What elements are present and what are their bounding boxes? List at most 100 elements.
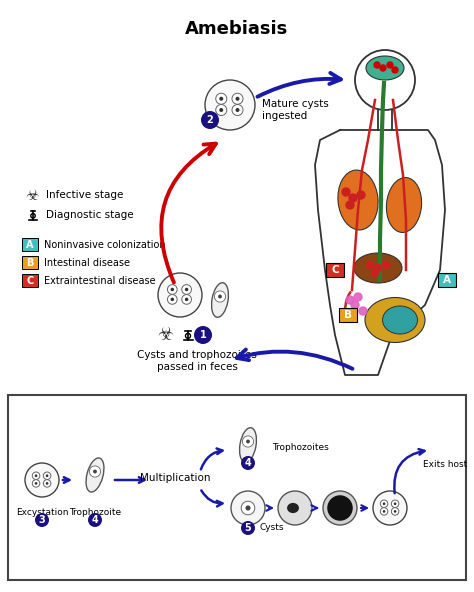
Ellipse shape	[86, 458, 104, 492]
FancyArrowPatch shape	[257, 73, 341, 96]
Circle shape	[43, 472, 51, 480]
Circle shape	[46, 474, 48, 477]
Text: ☣: ☣	[157, 326, 173, 344]
Text: Mature cysts
ingested: Mature cysts ingested	[262, 99, 329, 121]
Ellipse shape	[211, 283, 228, 317]
Circle shape	[236, 108, 239, 112]
Circle shape	[167, 285, 177, 294]
Circle shape	[372, 269, 379, 276]
FancyBboxPatch shape	[326, 263, 344, 277]
Circle shape	[185, 298, 188, 301]
Circle shape	[354, 293, 362, 301]
Circle shape	[346, 201, 354, 209]
Circle shape	[236, 96, 239, 101]
Circle shape	[218, 295, 222, 298]
Circle shape	[278, 491, 312, 525]
Circle shape	[374, 265, 382, 272]
Circle shape	[241, 501, 255, 515]
Circle shape	[232, 105, 243, 115]
Circle shape	[373, 491, 407, 525]
FancyBboxPatch shape	[22, 256, 38, 269]
Circle shape	[342, 188, 350, 196]
Ellipse shape	[338, 170, 378, 230]
Text: A: A	[26, 240, 34, 250]
Text: Diagnostic stage: Diagnostic stage	[46, 210, 134, 220]
Text: Multiplication: Multiplication	[140, 473, 210, 483]
Circle shape	[387, 62, 393, 68]
Text: Extraintestinal disease: Extraintestinal disease	[44, 276, 155, 286]
Circle shape	[349, 194, 357, 202]
Text: Amebiasis: Amebiasis	[185, 20, 289, 38]
Circle shape	[366, 262, 374, 269]
Circle shape	[90, 466, 100, 477]
Circle shape	[383, 503, 385, 505]
Text: A: A	[443, 275, 451, 285]
FancyArrowPatch shape	[345, 292, 350, 317]
Circle shape	[351, 301, 359, 309]
Circle shape	[35, 513, 49, 527]
Circle shape	[394, 503, 396, 505]
Circle shape	[219, 96, 223, 101]
Text: 4: 4	[245, 458, 251, 468]
FancyBboxPatch shape	[8, 395, 466, 580]
Circle shape	[43, 480, 51, 487]
Ellipse shape	[365, 298, 425, 343]
Ellipse shape	[287, 503, 299, 513]
Circle shape	[242, 436, 254, 447]
Circle shape	[32, 472, 40, 480]
Text: Intestinal disease: Intestinal disease	[44, 258, 130, 268]
Circle shape	[182, 295, 191, 304]
FancyBboxPatch shape	[22, 238, 38, 251]
Circle shape	[216, 94, 227, 104]
Text: 1: 1	[200, 330, 206, 340]
Circle shape	[46, 482, 48, 485]
Circle shape	[232, 94, 243, 104]
Text: Noninvasive colonization: Noninvasive colonization	[44, 240, 165, 250]
Text: C: C	[27, 276, 34, 286]
Circle shape	[35, 482, 37, 485]
Circle shape	[214, 291, 226, 302]
FancyBboxPatch shape	[22, 274, 38, 287]
Circle shape	[359, 307, 367, 315]
FancyBboxPatch shape	[438, 273, 456, 287]
Circle shape	[25, 463, 59, 497]
Circle shape	[383, 262, 390, 269]
Circle shape	[357, 191, 365, 199]
Circle shape	[246, 440, 250, 443]
Circle shape	[394, 510, 396, 513]
Text: Trophozoite: Trophozoite	[69, 508, 121, 517]
Text: Infective stage: Infective stage	[46, 190, 123, 200]
Circle shape	[171, 288, 174, 291]
Ellipse shape	[366, 56, 404, 80]
Circle shape	[201, 111, 219, 129]
Circle shape	[327, 496, 353, 521]
Circle shape	[32, 480, 40, 487]
Circle shape	[246, 506, 251, 510]
Text: C: C	[331, 265, 339, 275]
Ellipse shape	[354, 253, 402, 283]
Circle shape	[216, 105, 227, 115]
Circle shape	[35, 474, 37, 477]
Text: Cysts: Cysts	[260, 523, 284, 532]
FancyArrowPatch shape	[237, 349, 353, 369]
Circle shape	[392, 508, 399, 515]
Circle shape	[380, 508, 388, 515]
Circle shape	[185, 288, 188, 291]
Circle shape	[374, 62, 380, 68]
Circle shape	[241, 456, 255, 470]
Circle shape	[205, 80, 255, 130]
Circle shape	[88, 513, 102, 527]
Circle shape	[171, 298, 174, 301]
Ellipse shape	[239, 427, 256, 462]
Circle shape	[167, 295, 177, 304]
Text: Trophozoites: Trophozoites	[272, 442, 329, 452]
Text: ☣: ☣	[25, 188, 38, 202]
Circle shape	[383, 510, 385, 513]
Text: 3: 3	[38, 515, 46, 525]
Circle shape	[380, 500, 388, 507]
Circle shape	[182, 285, 191, 294]
Circle shape	[219, 108, 223, 112]
Ellipse shape	[386, 178, 421, 233]
Circle shape	[346, 296, 354, 304]
Circle shape	[392, 67, 398, 73]
